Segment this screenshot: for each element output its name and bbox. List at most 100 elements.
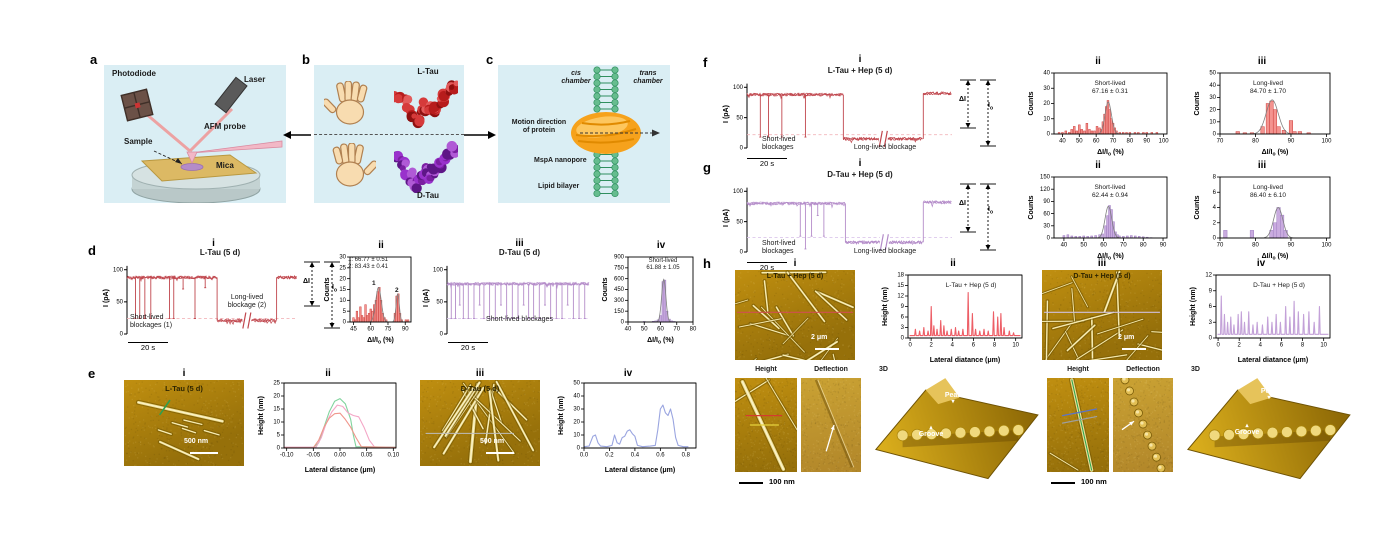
panel-d-trace-iii: iii D-Tau (5 d) Short-lived blockages 20… — [420, 238, 592, 354]
panel-f-trace-i: i L-Tau + Hep (5 d) Short-lived blockage… — [720, 54, 1020, 170]
scalebar — [1122, 348, 1146, 350]
roman-numeral-ii: ii — [1095, 160, 1101, 171]
left-hand-icon — [321, 80, 376, 127]
time-scalebar-label: 20 s — [759, 159, 775, 168]
roman-numeral-i: i — [182, 368, 186, 379]
panel-f-histogram-ii: ii Short-lived 67.16 ± 0.31 — [1022, 56, 1174, 170]
delta-i-label: ΔI — [959, 96, 966, 103]
lipid-bilayer-label: Lipid bilayer — [538, 183, 580, 190]
delta-io-annotation: ΔI Io — [958, 176, 998, 260]
roman-numeral-i: i — [858, 54, 862, 65]
long-lived-annotation: Long-lived blockage — [853, 248, 917, 255]
panel-d-histogram-ii: ii 1: 66.77 ± 0.51 2: 83.43 ± 0.41 1 2 — [318, 240, 418, 354]
deflection-afm-image — [1113, 378, 1173, 472]
h-ii-height-profile — [878, 270, 1028, 364]
roman-numeral-i: i — [858, 158, 862, 169]
short-lived-annotation: Short-lived blockages — [762, 240, 796, 256]
sample-pointer-arrowhead — [175, 158, 182, 164]
io-label: Io — [988, 206, 994, 216]
panel-e-afm-i: i L-Tau (5 d) 500 nm — [122, 368, 246, 472]
panel-g-trace-i: i D-Tau + Hep (5 d) Short-lived blockage… — [720, 158, 1020, 274]
groove-annotation: ▴ Groove — [1223, 423, 1271, 437]
peak-arrow-icon: ▾ — [1267, 394, 1271, 401]
roman-numeral-iii: iii — [515, 238, 524, 249]
time-scalebar — [128, 342, 168, 343]
roman-numeral-ii: ii — [950, 258, 956, 269]
d-iii-current-trace — [420, 256, 592, 340]
cantilever — [189, 140, 283, 154]
roman-numeral-iii: iii — [1257, 160, 1267, 171]
laser-shape — [214, 76, 248, 114]
height-afm-image — [735, 378, 797, 472]
peak-1-label: 1 — [372, 280, 376, 287]
height-label: Height — [1067, 366, 1089, 373]
histogram-stats: Long-lived 84.70 ± 1.70 — [1249, 80, 1287, 95]
scalebar — [486, 452, 514, 454]
time-scalebar — [448, 342, 488, 343]
panel-d-histogram-iv: iv Short-lived 61.88 ± 1.05 — [596, 240, 700, 354]
delta-i-label: ΔI — [959, 200, 966, 207]
panel-b-letter: b — [302, 52, 310, 67]
roman-numeral-iii: iii — [1097, 258, 1107, 269]
mirror-divider — [314, 134, 464, 135]
groove-arrow-icon: ▴ — [1245, 423, 1249, 429]
motion-direction-label: Motion direction of protein — [511, 119, 567, 135]
d-iv-histogram — [598, 252, 698, 344]
time-scalebar — [747, 158, 787, 159]
panel-d-letter: d — [88, 243, 96, 258]
f-i-current-trace — [720, 74, 955, 154]
histogram-stats: Short-lived 67.16 ± 0.31 — [1091, 80, 1129, 95]
short-lived-annotation: Short-lived blockages — [486, 316, 553, 323]
sample-dot — [180, 163, 204, 171]
panel-c-nanopore-schematic: cis chamber trans chamber Motion directi… — [498, 65, 670, 203]
d-tau-afm-image — [420, 380, 540, 466]
time-scalebar-label: 20 s — [140, 343, 156, 352]
panel-f-histogram-iii: iii Long-lived 84.70 ± 1.70 — [1188, 56, 1336, 170]
panel-f-letter: f — [703, 55, 708, 70]
roman-numeral-iv: iv — [1256, 258, 1266, 269]
short-lived-annotation: Short-lived blockages — [762, 136, 796, 152]
panel-g-letter: g — [703, 160, 711, 175]
groove-annotation: ▴ Groove — [907, 425, 955, 439]
d-i-current-trace — [100, 256, 300, 340]
histogram-stats: Short-lived 61.88 ± 1.05 — [646, 258, 680, 272]
laser-label: Laser — [244, 75, 266, 84]
roman-numeral-i: i — [212, 238, 215, 249]
d-tau-label: D-Tau — [416, 191, 440, 200]
roman-numeral-iii: iii — [1257, 56, 1267, 67]
panel-e-profile-ii: ii — [252, 368, 404, 476]
time-scalebar-label: 20 s — [759, 263, 775, 272]
afm-image-label: L-Tau + Hep (5 d) — [766, 273, 824, 280]
panel-a-afm-schematic: Photodiode Laser AFM probe Sample Mica — [104, 65, 286, 204]
panel-h-dtau-detail-group: Height Deflection 3D Peak ▾ ▴ Groove 100 n… — [1045, 366, 1357, 494]
sample-label: Sample — [124, 137, 153, 146]
panel-g-histogram-iii: iii Long-lived 86.40 ± 6.10 — [1188, 160, 1336, 274]
panel-a-letter: a — [90, 52, 98, 67]
trace-title: L-Tau + Hep (5 d) — [827, 66, 893, 75]
threed-afm-render — [1179, 376, 1357, 484]
panel-b-chirality: L-Tau D-Tau — [314, 65, 464, 203]
short-lived-annotation: Short-lived blockages (1) — [130, 314, 173, 330]
trace-title: D-Tau (5 d) — [498, 248, 541, 257]
peak-arrow-icon: ▾ — [951, 398, 955, 405]
l-tau-hep-afm-image — [735, 270, 855, 360]
scalebar — [739, 482, 763, 484]
profile-title: D-Tau + Hep (5 d) — [1253, 282, 1305, 289]
deflection-afm-image — [801, 378, 861, 472]
afm-probe-label: AFM probe — [204, 122, 246, 131]
l-tau-label: L-Tau — [417, 67, 439, 76]
d-ii-histogram — [320, 252, 416, 344]
trace-title: L-Tau (5 d) — [199, 248, 241, 257]
cis-chamber-label: cis chamber — [561, 70, 591, 86]
g-iii-histogram — [1190, 172, 1335, 260]
panel-h-afm-i: i L-Tau + Hep (5 d) 2 μm — [733, 258, 857, 366]
g-ii-histogram — [1024, 172, 1172, 260]
scalebar — [815, 348, 839, 350]
trace-title: D-Tau + Hep (5 d) — [827, 170, 893, 179]
io-label: Io — [988, 102, 994, 112]
trans-chamber-label: trans chamber — [633, 70, 663, 86]
roman-numeral-ii: ii — [1095, 56, 1101, 67]
e-iv-height-profile — [554, 378, 702, 474]
threed-label: 3D — [1191, 366, 1200, 373]
